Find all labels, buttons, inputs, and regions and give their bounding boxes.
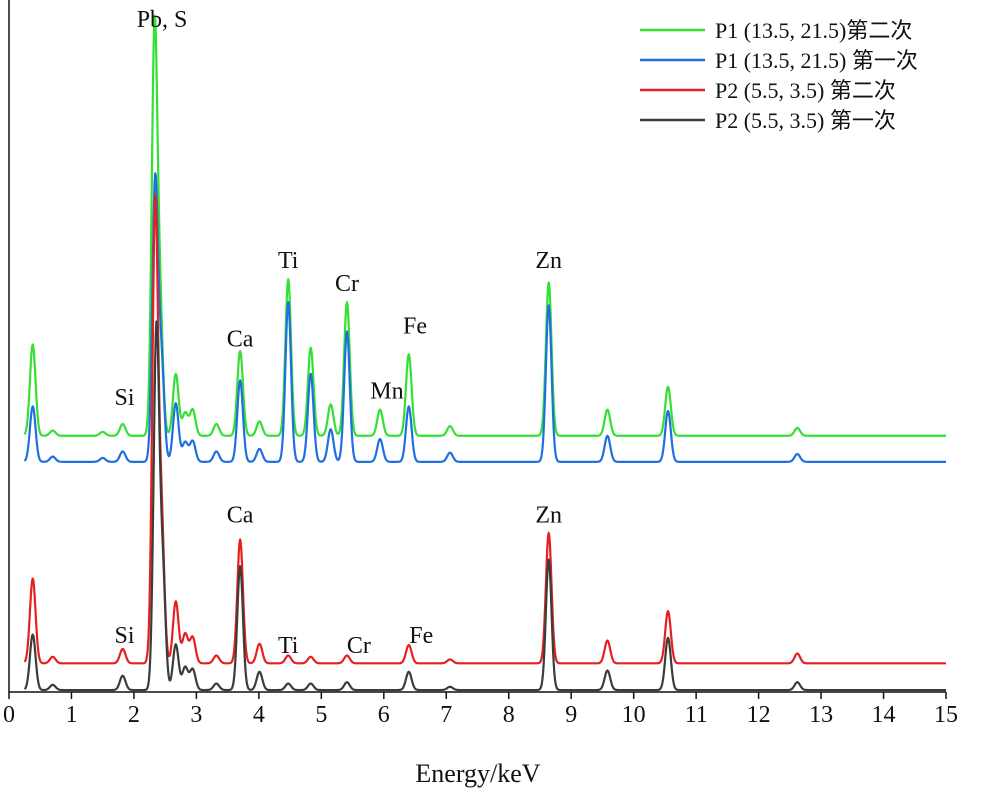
peak-label: Pb, S <box>137 7 188 33</box>
x-tick-label: 7 <box>440 702 452 728</box>
legend-label: P1 (13.5, 21.5) 第一次 <box>715 48 918 73</box>
series-line-1 <box>23 14 947 437</box>
x-tick-label: 15 <box>934 702 958 728</box>
legend-label: P2 (5.5, 3.5) 第一次 <box>715 108 896 133</box>
peak-label: Ti <box>278 633 299 659</box>
x-tick-label: 12 <box>747 702 771 728</box>
x-axis-title: Energy/keV <box>415 759 540 788</box>
peak-label: Fe <box>409 623 433 649</box>
peak-label: Cr <box>347 633 371 659</box>
legend-label: P1 (13.5, 21.5)第二次 <box>715 18 912 43</box>
plot-area <box>8 0 946 693</box>
x-tick-label: 5 <box>315 702 327 728</box>
series-line-3 <box>23 193 947 665</box>
x-tick-label: 13 <box>809 702 833 728</box>
x-tick-label: 1 <box>65 702 77 728</box>
peak-label: Mn <box>370 379 403 405</box>
peak-label: Zn <box>535 502 562 528</box>
peak-label: Ca <box>227 326 254 352</box>
peak-label: Zn <box>535 248 562 274</box>
x-tick-label: 0 <box>3 702 15 728</box>
x-tick-label: 9 <box>565 702 577 728</box>
legend: P1 (13.5, 21.5)第二次 P1 (13.5, 21.5) 第一次 P2 … <box>640 18 918 133</box>
x-tick-label: 6 <box>378 702 390 728</box>
peak-label: Si <box>115 385 135 411</box>
series-line-4 <box>23 320 947 692</box>
peak-label: Si <box>115 623 135 649</box>
x-tick-label: 2 <box>128 702 140 728</box>
x-tick-label: 14 <box>872 702 896 728</box>
peak-label: Fe <box>403 313 427 339</box>
x-tick-label: 3 <box>190 702 202 728</box>
x-tick-label: 4 <box>253 702 265 728</box>
peak-label: Ti <box>278 248 299 274</box>
x-tick-label: 8 <box>503 702 515 728</box>
x-tick-label: 11 <box>685 702 708 728</box>
x-tick-label: 10 <box>622 702 646 728</box>
legend-label: P2 (5.5, 3.5) 第二次 <box>715 78 896 103</box>
peak-labels: Pb, S Si Ca Ti Cr Mn Fe Zn Ca Zn Si Ti Cr Fe <box>115 7 562 659</box>
x-axis-ticks: 0 1 2 3 4 5 6 7 8 9 10 11 12 13 14 15 <box>3 692 958 728</box>
series-line-2 <box>23 172 947 463</box>
peak-label: Cr <box>335 271 359 297</box>
series-lines <box>23 14 947 692</box>
peak-label: Ca <box>227 502 254 528</box>
